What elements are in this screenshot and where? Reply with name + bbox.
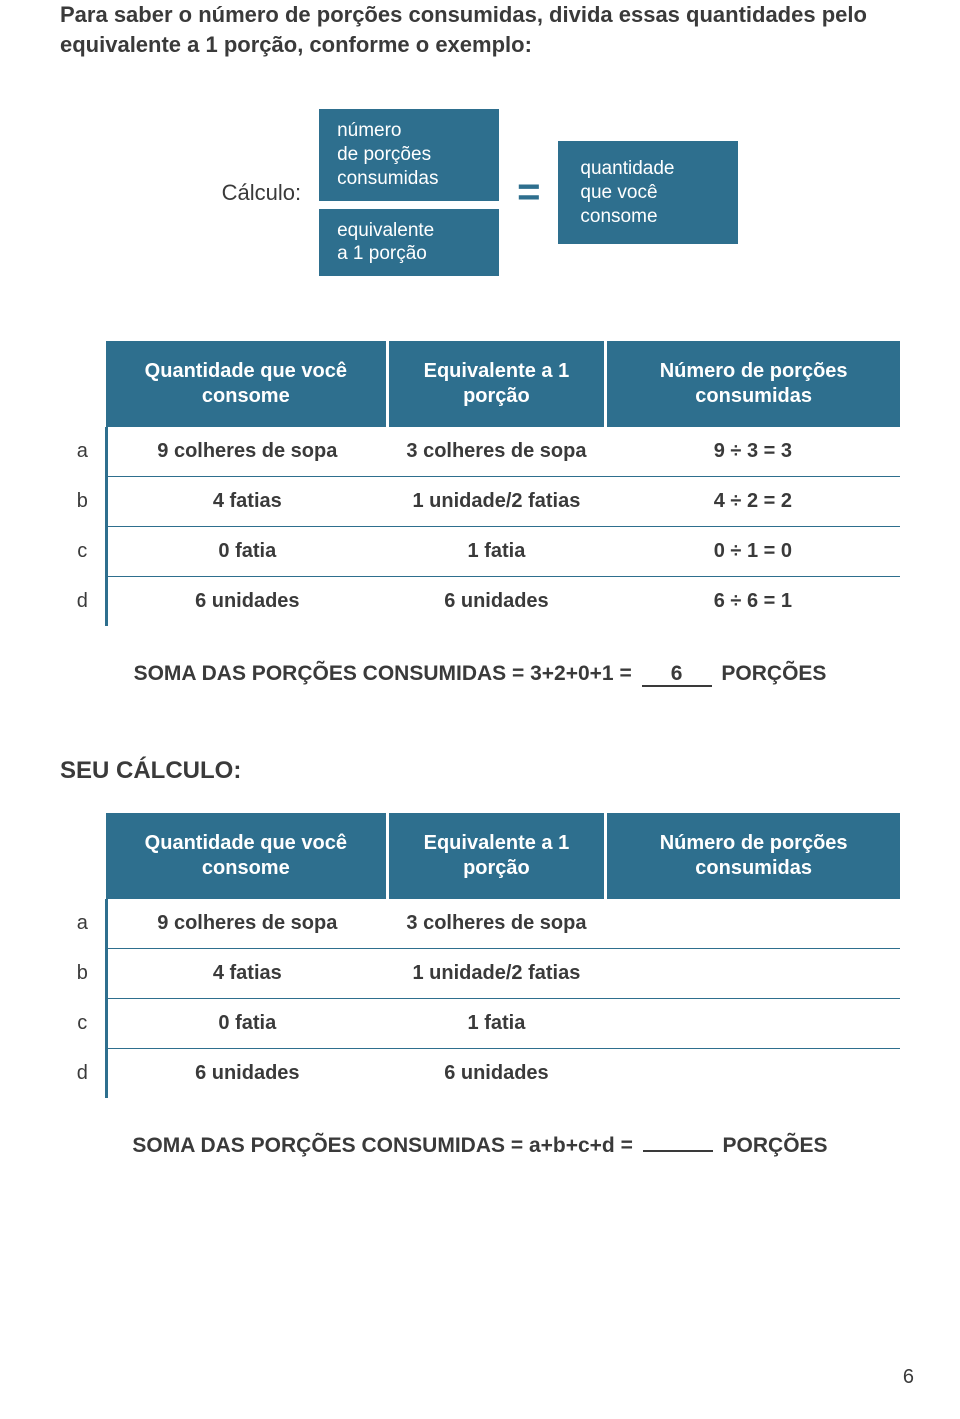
sum-prefix: SOMA DAS PORÇÕES CONSUMIDAS = a+b+c+d = xyxy=(132,1134,632,1157)
row-label: d xyxy=(60,1049,106,1099)
equals-sign: = xyxy=(517,170,540,215)
table-row: c 0 fatia 1 fatia 0 ÷ 1 = 0 xyxy=(60,527,900,577)
calc-fraction: número de porções consumidas equivalente… xyxy=(319,109,499,276)
calc-denominator-box: equivalente a 1 porção xyxy=(319,209,499,277)
table-cell: 4 fatias xyxy=(106,949,387,999)
table-cell: 1 fatia xyxy=(387,527,606,577)
table-cell: 0 fatia xyxy=(106,527,387,577)
user-calc-table: Quantidade que você consome Equivalente … xyxy=(60,813,900,1098)
table-corner xyxy=(60,813,106,899)
table-corner xyxy=(60,341,106,427)
table-cell: 9 ÷ 3 = 3 xyxy=(606,427,900,477)
table-cell xyxy=(606,949,900,999)
table-cell: 9 colheres de sopa xyxy=(106,899,387,949)
table-cell: 4 fatias xyxy=(106,477,387,527)
table-cell: 4 ÷ 2 = 2 xyxy=(606,477,900,527)
sum-value-blank xyxy=(643,1149,713,1152)
table-cell: 3 colheres de sopa xyxy=(387,427,606,477)
table-cell xyxy=(606,999,900,1049)
row-label: d xyxy=(60,577,106,627)
table-row: a 9 colheres de sopa 3 colheres de sopa … xyxy=(60,427,900,477)
sum-value: 6 xyxy=(642,663,712,687)
intro-paragraph: Para saber o número de porções consumida… xyxy=(60,0,900,59)
row-label: a xyxy=(60,899,106,949)
table-header: Número de porções consumidas xyxy=(606,813,900,899)
table-header: Quantidade que você consome xyxy=(106,813,387,899)
table-header: Número de porções consumidas xyxy=(606,341,900,427)
table-row: b 4 fatias 1 unidade/2 fatias xyxy=(60,949,900,999)
table-header: Equivalente a 1 porção xyxy=(387,813,606,899)
table-cell: 6 ÷ 6 = 1 xyxy=(606,577,900,627)
table-cell: 1 unidade/2 fatias xyxy=(387,477,606,527)
page-number: 6 xyxy=(903,1366,914,1389)
table-row: a 9 colheres de sopa 3 colheres de sopa xyxy=(60,899,900,949)
calc-result-box: quantidade que você consome xyxy=(558,141,738,244)
row-label: a xyxy=(60,427,106,477)
sum-line-example: SOMA DAS PORÇÕES CONSUMIDAS = 3+2+0+1 = … xyxy=(60,662,900,687)
table-header: Equivalente a 1 porção xyxy=(387,341,606,427)
table-cell: 6 unidades xyxy=(106,577,387,627)
table-row: d 6 unidades 6 unidades 6 ÷ 6 = 1 xyxy=(60,577,900,627)
sum-line-user: SOMA DAS PORÇÕES CONSUMIDAS = a+b+c+d = … xyxy=(60,1134,900,1158)
table-cell: 1 unidade/2 fatias xyxy=(387,949,606,999)
table-cell: 6 unidades xyxy=(106,1049,387,1099)
sum-prefix: SOMA DAS PORÇÕES CONSUMIDAS = 3+2+0+1 = xyxy=(134,662,632,685)
table-cell xyxy=(606,899,900,949)
table-cell xyxy=(606,1049,900,1099)
table-row: c 0 fatia 1 fatia xyxy=(60,999,900,1049)
example-table: Quantidade que você consome Equivalente … xyxy=(60,341,900,626)
table-cell: 0 fatia xyxy=(106,999,387,1049)
table-cell: 0 ÷ 1 = 0 xyxy=(606,527,900,577)
table-row: d 6 unidades 6 unidades xyxy=(60,1049,900,1099)
row-label: c xyxy=(60,999,106,1049)
sum-suffix: PORÇÕES xyxy=(723,1134,828,1157)
table-cell: 6 unidades xyxy=(387,577,606,627)
row-label: c xyxy=(60,527,106,577)
calculation-formula: Cálculo: número de porções consumidas eq… xyxy=(60,109,900,276)
table-cell: 1 fatia xyxy=(387,999,606,1049)
table-cell: 9 colheres de sopa xyxy=(106,427,387,477)
sum-suffix: PORÇÕES xyxy=(721,662,826,685)
table-cell: 6 unidades xyxy=(387,1049,606,1099)
calc-numerator-box: número de porções consumidas xyxy=(319,109,499,200)
section-title-your-calc: SEU CÁLCULO: xyxy=(60,757,900,785)
row-label: b xyxy=(60,949,106,999)
table-cell: 3 colheres de sopa xyxy=(387,899,606,949)
table-row: b 4 fatias 1 unidade/2 fatias 4 ÷ 2 = 2 xyxy=(60,477,900,527)
calc-label: Cálculo: xyxy=(222,180,301,206)
row-label: b xyxy=(60,477,106,527)
table-header: Quantidade que você consome xyxy=(106,341,387,427)
